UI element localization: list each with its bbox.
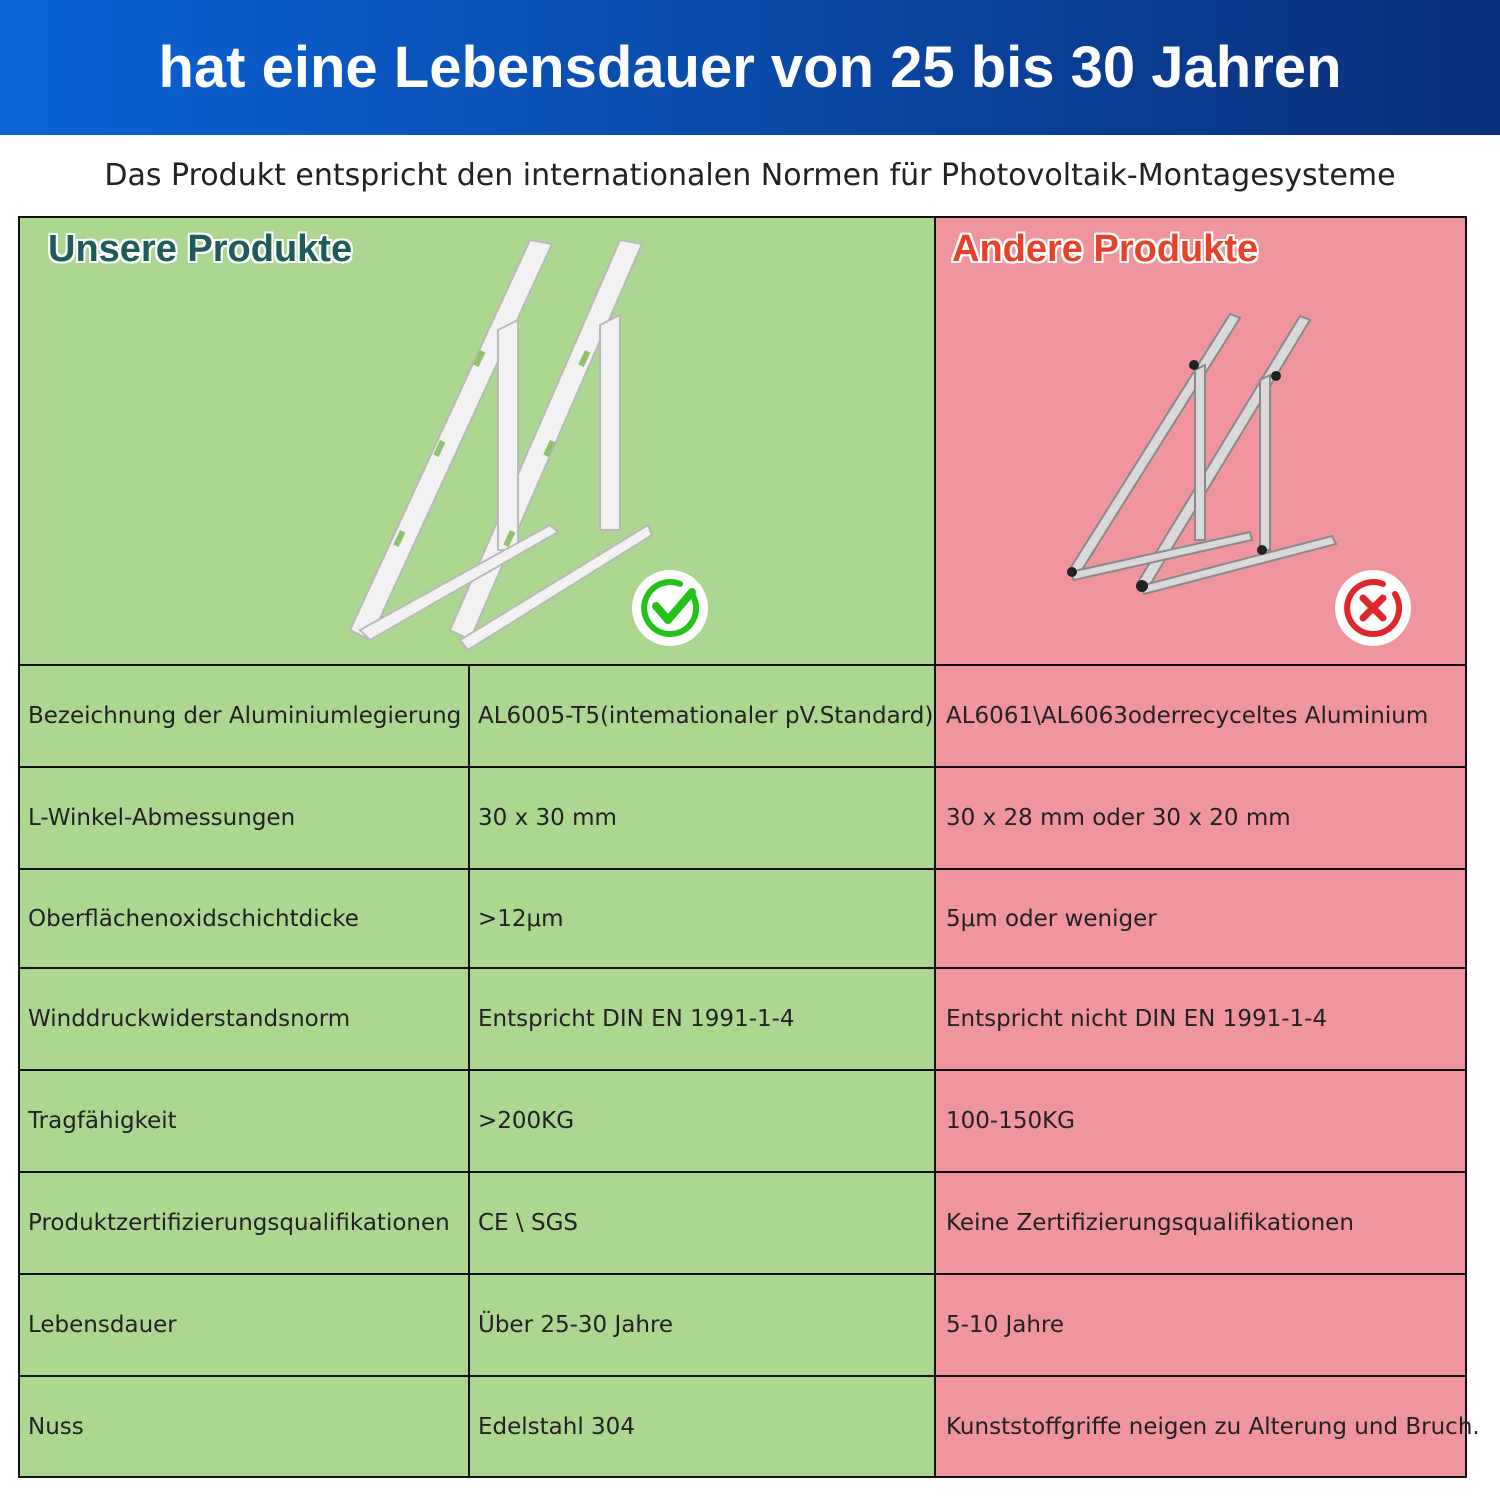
row-line	[18, 1069, 1467, 1071]
row-line	[18, 766, 1467, 768]
others-label: Andere Produkte	[952, 228, 1259, 270]
banner	[0, 0, 1500, 135]
others-value: 30 x 28 mm oder 30 x 20 mm	[946, 805, 1291, 831]
title: hat eine Lebensdauer von 25 bis 30 Jahre…	[158, 35, 1342, 100]
ours-value: >12μm	[478, 905, 564, 932]
row-label: Produktzertifizierungsqualifikationen	[28, 1210, 450, 1236]
row-label: Lebensdauer	[28, 1312, 177, 1338]
others-bracket	[1066, 312, 1338, 596]
ours-panel	[18, 216, 935, 1478]
ours-bracket	[348, 238, 654, 652]
row-line	[18, 664, 1467, 666]
row-line	[18, 1375, 1467, 1377]
others-value: 5μm oder weniger	[946, 905, 1157, 932]
ours-value: Entspricht DIN EN 1991-1-4	[478, 1006, 795, 1032]
row-label: Winddruckwiderstandsnorm	[28, 1006, 351, 1032]
ours-value: >200KG	[478, 1108, 575, 1134]
panel-divider	[934, 216, 936, 1478]
others-value: Keine Zertifizierungsqualifikationen	[946, 1210, 1354, 1236]
row-label: Nuss	[28, 1414, 84, 1440]
check-icon	[632, 570, 708, 646]
others-value: 5-10 Jahre	[946, 1312, 1065, 1338]
subtitle: Das Produkt entspricht den international…	[104, 158, 1396, 193]
ours-value: 30 x 30 mm	[478, 805, 617, 831]
table-frame	[18, 216, 1467, 1478]
ours-value: Edelstahl 304	[478, 1414, 635, 1440]
row-label: Tragfähigkeit	[28, 1108, 177, 1134]
ours-label: Unsere Produkte	[48, 228, 353, 270]
row-line	[18, 1171, 1467, 1173]
ours-value: AL6005-T5(intemationaler pV.Standard)	[478, 703, 934, 729]
others-value: Kunststoffgriffe neigen zu Alterung und …	[946, 1414, 1480, 1440]
row-label: L-Winkel-Abmessungen	[28, 805, 296, 831]
others-value: AL6061\AL6063oderrecyceltes Aluminium	[946, 703, 1429, 729]
column-divider	[468, 665, 470, 1478]
ours-value: CE \ SGS	[478, 1210, 578, 1236]
row-label: Oberflächenoxidschichtdicke	[28, 905, 359, 932]
row-line	[18, 868, 1467, 870]
others-value: 100-150KG	[946, 1108, 1076, 1134]
cross-icon	[1335, 570, 1411, 646]
row-label: Bezeichnung der Aluminiumlegierung	[28, 703, 462, 729]
others-value: Entspricht nicht DIN EN 1991-1-4	[946, 1006, 1328, 1032]
row-line	[18, 967, 1467, 969]
ours-value: Über 25-30 Jahre	[478, 1312, 674, 1338]
row-line	[18, 1273, 1467, 1275]
